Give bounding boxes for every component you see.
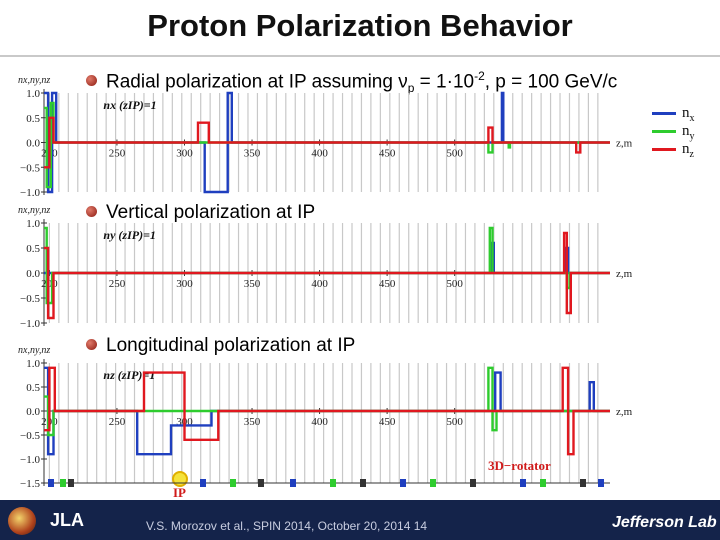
series-line-nz xyxy=(44,116,610,169)
x-axis-label: z,m xyxy=(616,138,633,150)
y-axis-label: nx,ny,nz xyxy=(18,205,50,216)
series-line-nx xyxy=(44,241,610,275)
x-tick-label: 250 xyxy=(109,416,126,428)
y-tick-label: 0.5 xyxy=(26,113,40,125)
polarization-charts: 200 250 300 350 400 450 500 z,m −1.0 −0.5 0.0 0.5 1.… xyxy=(18,75,633,500)
x-tick-label: 500 xyxy=(446,416,463,428)
x-tick-label: 350 xyxy=(244,278,261,290)
ip-annotation: IP xyxy=(173,485,186,500)
legend-item-nx: nx xyxy=(652,105,714,124)
y-tick-label: −0.5 xyxy=(20,430,40,442)
y-tick-label: −1.0 xyxy=(20,454,40,466)
lattice-magnet xyxy=(470,479,476,487)
bullet-icon xyxy=(86,75,97,87)
bullet-icon xyxy=(86,339,97,350)
series-line-nx xyxy=(44,91,610,194)
rotator-annotation: 3D−rotator xyxy=(488,458,551,473)
x-tick-label: 400 xyxy=(311,416,328,428)
lattice-magnet xyxy=(290,479,296,487)
x-tick-label: 400 xyxy=(311,278,328,290)
bullet-icon xyxy=(86,206,97,217)
lattice-magnet xyxy=(230,479,236,487)
legend-item-nz: nz xyxy=(652,141,714,160)
x-tick-label: 500 xyxy=(446,148,463,160)
lattice-magnet xyxy=(430,479,436,487)
y-tick-label: 0.0 xyxy=(26,268,40,280)
lab-seal-logo xyxy=(8,507,36,535)
x-tick-label: 300 xyxy=(176,278,193,290)
y-axis-label: nx,ny,nz xyxy=(18,75,50,86)
y-tick-label: 1.0 xyxy=(26,358,40,370)
panel-3-caption: Longitudinal polarization at IP xyxy=(86,335,355,357)
y-tick-label: 0.0 xyxy=(26,406,40,418)
x-tick-label: 500 xyxy=(446,278,463,290)
inset-label: nx (zIP)=1 xyxy=(103,98,156,112)
lattice-magnet xyxy=(580,479,586,487)
lattice-magnet xyxy=(200,479,206,487)
lattice-magnet xyxy=(598,479,604,487)
series-line-nz xyxy=(44,231,610,320)
y-tick-label: −1.0 xyxy=(20,318,40,330)
y-tick-label: −1.0 xyxy=(20,187,40,199)
x-tick-label: 450 xyxy=(379,416,396,428)
series-line-nx xyxy=(44,366,610,456)
series-line-nz xyxy=(44,366,610,456)
lattice-magnet xyxy=(68,479,74,487)
y-tick-label: 0.0 xyxy=(26,138,40,150)
series-line-ny xyxy=(44,101,610,189)
x-axis-label: z,m xyxy=(616,268,633,280)
x-tick-label: 450 xyxy=(379,278,396,290)
y-tick-label: 1.0 xyxy=(26,218,40,230)
jla-logo: JLA xyxy=(50,510,85,530)
x-tick-label: 250 xyxy=(109,278,126,290)
y-tick-label: 0.5 xyxy=(26,243,40,255)
lattice-magnet xyxy=(520,479,526,487)
panel-1-caption: Radial polarization at IP assuming νp = … xyxy=(86,69,617,95)
lattice-magnet xyxy=(400,479,406,487)
lattice-magnet xyxy=(360,479,366,487)
x-tick-label: 200 xyxy=(41,278,58,290)
legend-swatch-ny xyxy=(652,130,676,133)
y-tick-label: −1.5 xyxy=(20,478,40,490)
lattice-magnet xyxy=(330,479,336,487)
legend-swatch-nx xyxy=(652,112,676,115)
lattice-magnet xyxy=(258,479,264,487)
y-tick-label: 1.0 xyxy=(26,88,40,100)
y-axis-label: nx,ny,nz xyxy=(18,345,50,356)
jefferson-lab-logo: Jefferson Lab xyxy=(612,514,717,531)
x-tick-label: 350 xyxy=(244,148,261,160)
x-axis-label: z,m xyxy=(616,406,633,418)
lattice-magnet xyxy=(48,479,54,487)
y-tick-label: 0.5 xyxy=(26,382,40,394)
legend-swatch-nz xyxy=(652,148,676,151)
x-tick-label: 450 xyxy=(379,148,396,160)
lattice-magnet xyxy=(540,479,546,487)
x-tick-label: 300 xyxy=(176,148,193,160)
ip-marker-icon xyxy=(172,471,188,487)
legend-item-ny: ny xyxy=(652,123,714,142)
lattice-magnet xyxy=(60,479,66,487)
title-divider xyxy=(0,55,720,57)
footer-band xyxy=(0,500,720,540)
x-tick-label: 350 xyxy=(244,416,261,428)
x-tick-label: 250 xyxy=(109,148,126,160)
footer-citation: V.S. Morozov et al., SPIN 2014, October … xyxy=(146,519,428,533)
series-line-ny xyxy=(44,366,610,437)
inset-label: nz (zIP)=1 xyxy=(103,368,155,382)
y-tick-label: −0.5 xyxy=(20,162,40,174)
page-title: Proton Polarization Behavior xyxy=(147,8,573,43)
panel-2-caption: Vertical polarization at IP xyxy=(86,202,315,224)
x-tick-label: 400 xyxy=(311,148,328,160)
inset-label: ny (zIP)=1 xyxy=(103,228,156,242)
y-tick-label: −0.5 xyxy=(20,293,40,305)
chart-legend: nx ny nz xyxy=(652,105,714,160)
